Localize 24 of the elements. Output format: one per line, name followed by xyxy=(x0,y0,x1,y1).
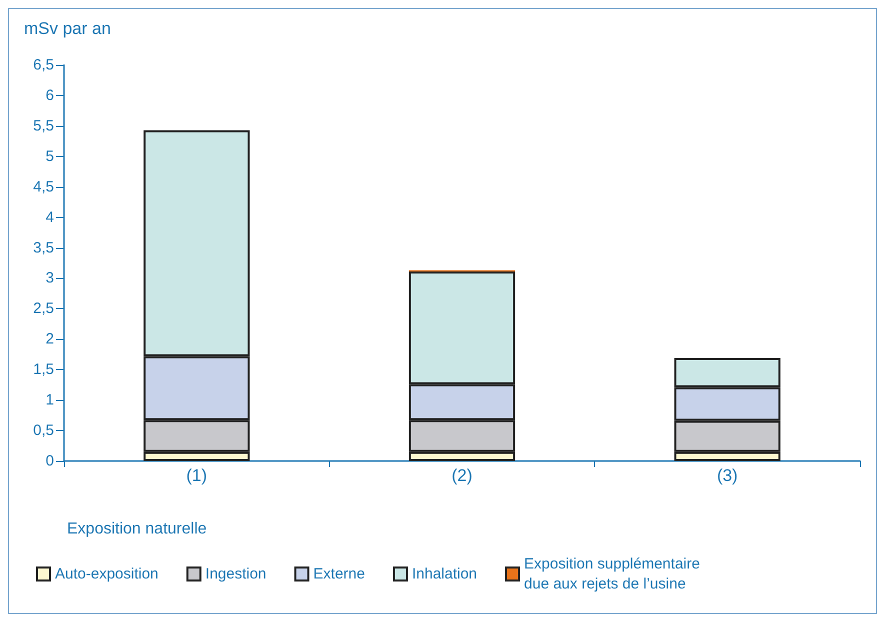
legend-label: Ingestion xyxy=(205,566,266,582)
legend-title: Exposition naturelle xyxy=(67,520,207,538)
y-tick-label: 3,5 xyxy=(33,239,54,256)
y-tick-label: 1,5 xyxy=(33,361,54,378)
y-tick-label: 0,5 xyxy=(33,422,54,440)
y-tick-label: 6 xyxy=(46,86,54,104)
y-tick-label: 2 xyxy=(46,330,54,348)
x-tick-label: (2) xyxy=(452,466,472,485)
y-tick-label: 2,5 xyxy=(33,300,54,318)
y-tick-label: 0 xyxy=(46,452,54,470)
x-tick-label: (3) xyxy=(716,466,738,485)
y-tick-label: 3 xyxy=(46,270,54,287)
legend-label: Inhalation xyxy=(412,566,478,582)
y-tick-label: 4 xyxy=(46,208,54,226)
y-axis-title: mSv par an xyxy=(24,19,111,38)
legend-label: Externe xyxy=(313,566,365,582)
y-tick-label: 1 xyxy=(46,392,54,409)
legend-label: Exposition supplémentaire due aux rejets de l’usine xyxy=(524,556,704,592)
legend-label: Auto-exposition xyxy=(55,566,158,582)
y-tick-label: 4,5 xyxy=(33,178,54,196)
x-tick-label: (1) xyxy=(186,466,208,485)
y-tick-label: 5 xyxy=(46,148,54,165)
y-tick-label: 6,5 xyxy=(33,56,54,74)
y-tick-label: 5,5 xyxy=(33,117,54,134)
